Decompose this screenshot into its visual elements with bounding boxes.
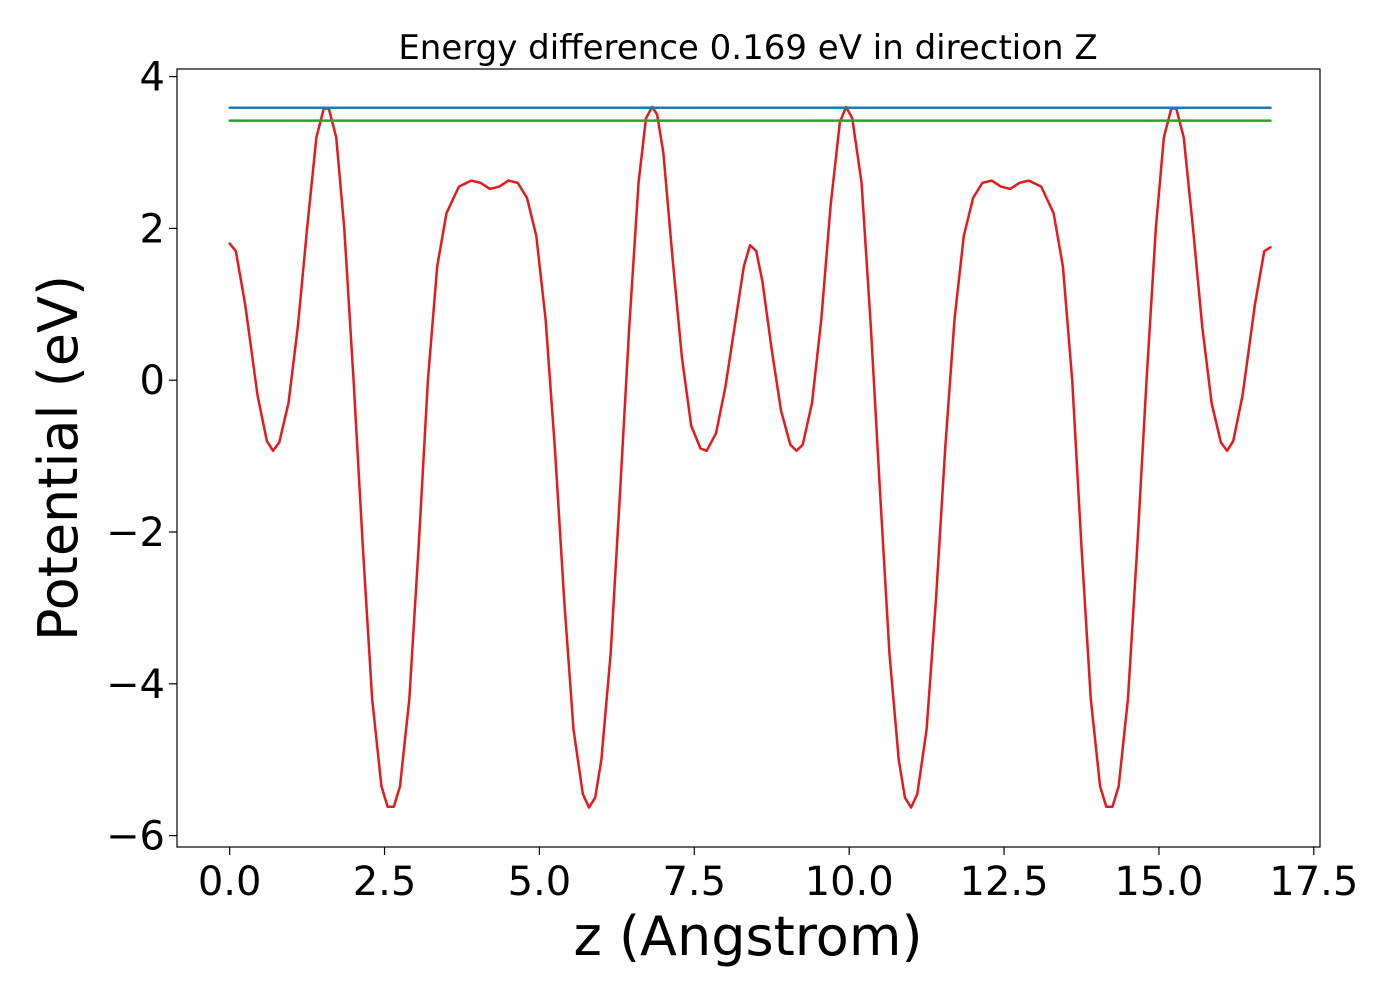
x-tick-label: 10.0 bbox=[805, 859, 894, 905]
y-axis: 4 2 0 −2 −4 −6 bbox=[106, 55, 177, 860]
plot-series-group bbox=[228, 105, 1272, 809]
x-tick-label: 7.5 bbox=[662, 859, 726, 905]
y-tick-label: 4 bbox=[140, 55, 165, 101]
x-tick-label: 17.5 bbox=[1269, 859, 1358, 905]
x-tick-label: 12.5 bbox=[960, 859, 1049, 905]
y-tick-label: 2 bbox=[140, 206, 165, 252]
x-axis: 0.0 2.5 5.0 7.5 10.0 12.5 15.0 17.5 bbox=[198, 847, 1358, 905]
y-tick-label: −2 bbox=[106, 510, 165, 556]
x-tick-label: 0.0 bbox=[198, 859, 262, 905]
x-tick-label: 2.5 bbox=[353, 859, 417, 905]
y-tick-label: −4 bbox=[106, 662, 165, 708]
plot-area-frame bbox=[176, 68, 1321, 848]
y-tick-label: −6 bbox=[106, 814, 165, 860]
y-axis-label: Potential (eV) bbox=[27, 275, 90, 641]
chart-title: Energy difference 0.169 eV in direction … bbox=[398, 28, 1097, 68]
series-line-1 bbox=[228, 105, 1272, 809]
y-tick-label: 0 bbox=[140, 358, 165, 404]
x-axis-label: z (Angstrom) bbox=[573, 905, 922, 968]
x-tick-label: 15.0 bbox=[1114, 859, 1203, 905]
x-tick-label: 5.0 bbox=[508, 859, 572, 905]
